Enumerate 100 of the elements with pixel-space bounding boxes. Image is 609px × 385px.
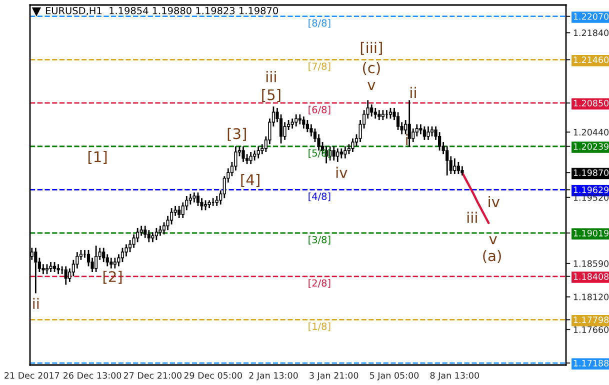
candlestick xyxy=(113,257,116,270)
y-tick-label: 1.20440 xyxy=(574,128,609,136)
candlestick xyxy=(344,146,347,160)
candlestick xyxy=(158,225,162,236)
annotation: [5] xyxy=(262,89,280,102)
candlestick xyxy=(52,261,56,273)
x-tick-label: 26 Dec 13:00 xyxy=(64,372,122,379)
line-series xyxy=(461,171,490,224)
candlestick xyxy=(302,116,306,130)
candlestick xyxy=(298,114,302,125)
annotation: [iii] xyxy=(360,42,382,55)
candlestick xyxy=(49,261,52,273)
candlestick xyxy=(453,158,456,175)
candlestick xyxy=(253,150,256,162)
y-tick-label: 1.18590 xyxy=(574,260,609,267)
candlestick xyxy=(196,192,200,207)
y-tick-label: 1.18120 xyxy=(574,294,609,300)
candlestick xyxy=(408,99,411,148)
candlestick xyxy=(456,161,460,175)
annotation: [1] xyxy=(88,150,107,164)
annotation: iv xyxy=(488,196,500,208)
candlestick xyxy=(336,148,340,163)
x-tick-label: 3 Jan 21:00 xyxy=(310,372,358,380)
candlestick xyxy=(242,146,245,163)
candlestick xyxy=(34,247,38,294)
candlestick xyxy=(102,247,106,263)
candlestick xyxy=(332,146,336,162)
candlestick xyxy=(144,225,147,239)
annotation: [6/8] xyxy=(308,106,330,114)
annotation: [4/8] xyxy=(308,192,330,202)
y-tick-label: 1.21840 xyxy=(574,30,609,36)
annotation: iii xyxy=(467,212,477,223)
candlestick xyxy=(174,205,177,217)
annotation: ii xyxy=(410,86,416,98)
candlestick xyxy=(388,107,392,120)
annotation: [1/8] xyxy=(308,322,330,332)
x-tick-label: 8 Jan 13:00 xyxy=(430,372,479,380)
candlestick xyxy=(56,263,60,275)
y-tick-label: 1.19629 xyxy=(574,186,609,194)
x-tick-label: 29 Dec 05:00 xyxy=(184,372,242,379)
annotation: [3] xyxy=(228,128,246,141)
y-tick-label: 1.20239 xyxy=(574,143,609,150)
candlestick xyxy=(294,114,298,128)
candlestick xyxy=(147,229,150,243)
y-tick-label: 1.17798 xyxy=(574,316,609,324)
candlestick xyxy=(370,104,374,118)
y-tick-label: 1.19870 xyxy=(574,169,609,176)
candlestick xyxy=(256,146,260,160)
candlestick xyxy=(430,126,434,138)
candlestick xyxy=(378,109,381,121)
candlestick xyxy=(178,205,181,219)
candlestick xyxy=(45,263,49,275)
y-tick-label: 1.19019 xyxy=(574,230,609,236)
annotation: ii xyxy=(33,298,39,309)
candlestick xyxy=(396,112,400,131)
y-tick-label: 1.17660 xyxy=(574,326,609,333)
x-tick-label: 2 Jan 13:00 xyxy=(249,372,298,380)
candlestick xyxy=(419,124,422,135)
candlestick xyxy=(381,109,384,121)
y-tick-label: 1.21460 xyxy=(574,56,609,64)
candlestick xyxy=(283,121,286,141)
candlestick xyxy=(290,118,294,130)
annotation: (a) xyxy=(483,250,501,263)
candlestick xyxy=(340,148,343,160)
annotation: iv xyxy=(336,166,348,178)
candlestick xyxy=(426,126,430,141)
candlestick xyxy=(412,128,415,143)
candlestick xyxy=(64,266,68,286)
annotation: [3/8] xyxy=(308,236,330,244)
annotation: [7/8] xyxy=(308,62,330,72)
x-tick-label: 5 Jan 05:00 xyxy=(370,372,419,380)
candlestick xyxy=(154,227,158,241)
annotation: [2/8] xyxy=(308,279,330,288)
candlestick xyxy=(110,257,113,270)
candlestick xyxy=(204,200,208,211)
annotation: iii xyxy=(266,71,276,82)
candlestick xyxy=(120,247,124,263)
y-tick-label: 1.18408 xyxy=(574,273,609,280)
candlestick xyxy=(351,138,354,153)
y-tick-label: 1.20850 xyxy=(574,100,609,106)
x-tick-label: 27 Dec 21:00 xyxy=(124,372,182,379)
candlestick xyxy=(249,151,252,165)
candlestick xyxy=(192,192,196,204)
annotation: i xyxy=(406,134,408,146)
y-tick-label: 1.17188 xyxy=(574,360,609,366)
y-tick-label: 1.22070 xyxy=(574,13,609,20)
candlestick xyxy=(422,126,426,141)
candlestick xyxy=(446,146,449,176)
candlestick xyxy=(94,245,98,273)
annotation: [8/8] xyxy=(308,19,330,28)
candlestick xyxy=(404,119,408,135)
chart-title: EURUSD,H1 1.19854 1.19880 1.19823 1.19870 xyxy=(46,6,278,16)
candlestick xyxy=(374,107,377,120)
x-tick-label: 21 Dec 2017 xyxy=(4,372,60,379)
annotation: (c) xyxy=(362,62,380,76)
candlestick xyxy=(460,165,464,176)
candlestick xyxy=(151,232,154,243)
annotation: v xyxy=(368,82,376,90)
annotation: [4] xyxy=(241,174,260,187)
annotation: v xyxy=(489,236,497,244)
